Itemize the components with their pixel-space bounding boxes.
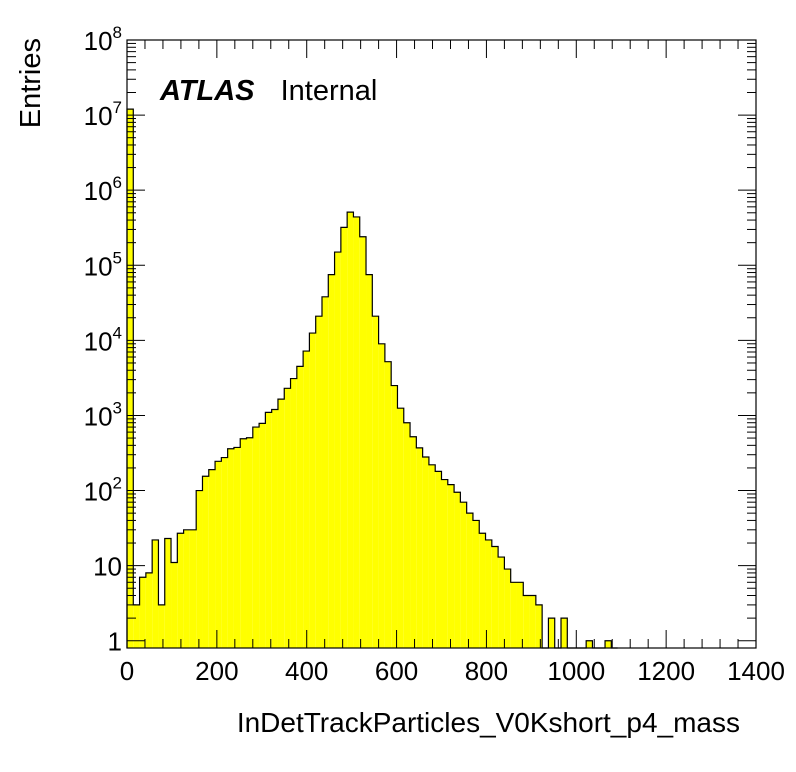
histogram-bar (372, 316, 379, 648)
histogram-bar (152, 539, 159, 648)
y-tick-label: 103 (84, 398, 122, 431)
histogram-bar (233, 447, 241, 648)
histogram-bar (391, 385, 398, 648)
histogram-bar (183, 529, 190, 648)
y-axis-tick-labels: 1 10 102 103 104 105 106 107 108 (84, 23, 122, 657)
histogram-bar (466, 513, 473, 648)
y-tick-label: 102 (84, 474, 122, 507)
histogram-bar (334, 252, 341, 648)
y-tick-label: 108 (84, 23, 122, 56)
histogram-bar (277, 399, 285, 648)
histogram-bar (523, 595, 530, 648)
histogram-bars (127, 109, 612, 649)
histogram-bar (284, 388, 291, 648)
histogram-bar (428, 464, 436, 648)
histogram-bar (240, 438, 247, 648)
x-tick-label: 0 (120, 656, 134, 686)
x-tick-label: 1200 (637, 656, 695, 686)
histogram-bar (410, 436, 417, 648)
histogram-bar (221, 457, 228, 648)
histogram-bar (353, 216, 360, 648)
y-tick-label: 104 (84, 323, 122, 356)
histogram-bar (485, 539, 492, 648)
histogram-bar (447, 484, 455, 648)
atlas-label-status: Internal (281, 75, 378, 107)
histogram-bar (454, 492, 461, 648)
y-tick-label: 10 (93, 552, 122, 582)
histogram-bar (510, 582, 517, 648)
histogram-bar (265, 412, 272, 648)
histogram-bar (441, 479, 448, 648)
y-tick-label: 105 (84, 248, 122, 281)
histogram-bar (139, 577, 146, 648)
x-tick-label: 400 (285, 656, 328, 686)
histogram-bar (548, 618, 555, 648)
histogram-bar (340, 227, 348, 648)
histogram-bar (605, 640, 612, 648)
histogram-bar (202, 476, 209, 648)
histogram-bar (290, 378, 297, 648)
x-tick-label: 1000 (547, 656, 605, 686)
atlas-label-bold: ATLAS (159, 75, 255, 107)
histogram-bar (158, 604, 165, 648)
atlas-label: ATLAS Internal (159, 75, 377, 107)
histogram-bar (586, 640, 593, 648)
x-tick-label: 800 (465, 656, 508, 686)
histogram-bar (366, 274, 373, 648)
histogram-bar (309, 333, 316, 648)
histogram-bar (435, 471, 442, 648)
histogram-bar (472, 520, 480, 648)
x-axis-title: InDetTrackParticles_V0Kshort_p4_mass (237, 707, 740, 738)
x-tick-label: 1400 (727, 656, 785, 686)
histogram-bar (359, 236, 367, 648)
y-axis-title: Entries (15, 38, 47, 128)
y-tick-label: 106 (84, 173, 122, 206)
histogram-bar (127, 109, 134, 648)
histogram-bar (303, 351, 310, 648)
histogram-bar (145, 572, 153, 648)
y-axis-ticks (127, 39, 756, 642)
histogram-bar (460, 502, 467, 648)
x-axis-tick-labels: 0 200 400 600 800 1000 1200 1400 (120, 656, 785, 686)
histogram-bar (422, 456, 429, 648)
histogram-bar (328, 274, 335, 648)
histogram-bar (208, 469, 216, 648)
histogram-bar (416, 447, 423, 648)
histogram-bar (498, 557, 505, 648)
histogram-bar (271, 409, 278, 648)
histogram-bar (189, 529, 197, 648)
histogram-bar (378, 343, 385, 648)
histogram-bar (227, 448, 234, 648)
histogram-bar (535, 604, 543, 648)
histogram-bar (246, 437, 253, 648)
histogram-bar (347, 212, 354, 649)
histogram-bar (384, 361, 392, 648)
histogram-bar (252, 427, 260, 648)
x-tick-label: 200 (195, 656, 238, 686)
y-tick-label: 1 (108, 627, 122, 657)
histogram-bar (403, 422, 411, 648)
histogram-bar (259, 423, 266, 648)
histogram-bar (529, 595, 536, 648)
x-axis-ticks (126, 40, 757, 648)
histogram-bar (491, 546, 499, 648)
histogram-bar (171, 562, 178, 648)
histogram-outline (126, 108, 618, 649)
histogram-bar (321, 296, 329, 648)
y-tick-label: 107 (84, 98, 122, 131)
histogram-bar (215, 461, 222, 648)
x-tick-label: 600 (375, 656, 418, 686)
histogram-bar (561, 618, 568, 648)
histogram-bar (315, 316, 322, 648)
histogram-bar (397, 408, 404, 648)
histogram-bar (504, 569, 511, 648)
histogram-bar (196, 490, 203, 648)
histogram-bar (479, 533, 486, 648)
histogram-bar (516, 582, 524, 648)
histogram-bar (133, 604, 140, 648)
histogram-bar (164, 538, 172, 648)
histogram-bar (296, 366, 304, 648)
histogram-bar (177, 533, 184, 648)
